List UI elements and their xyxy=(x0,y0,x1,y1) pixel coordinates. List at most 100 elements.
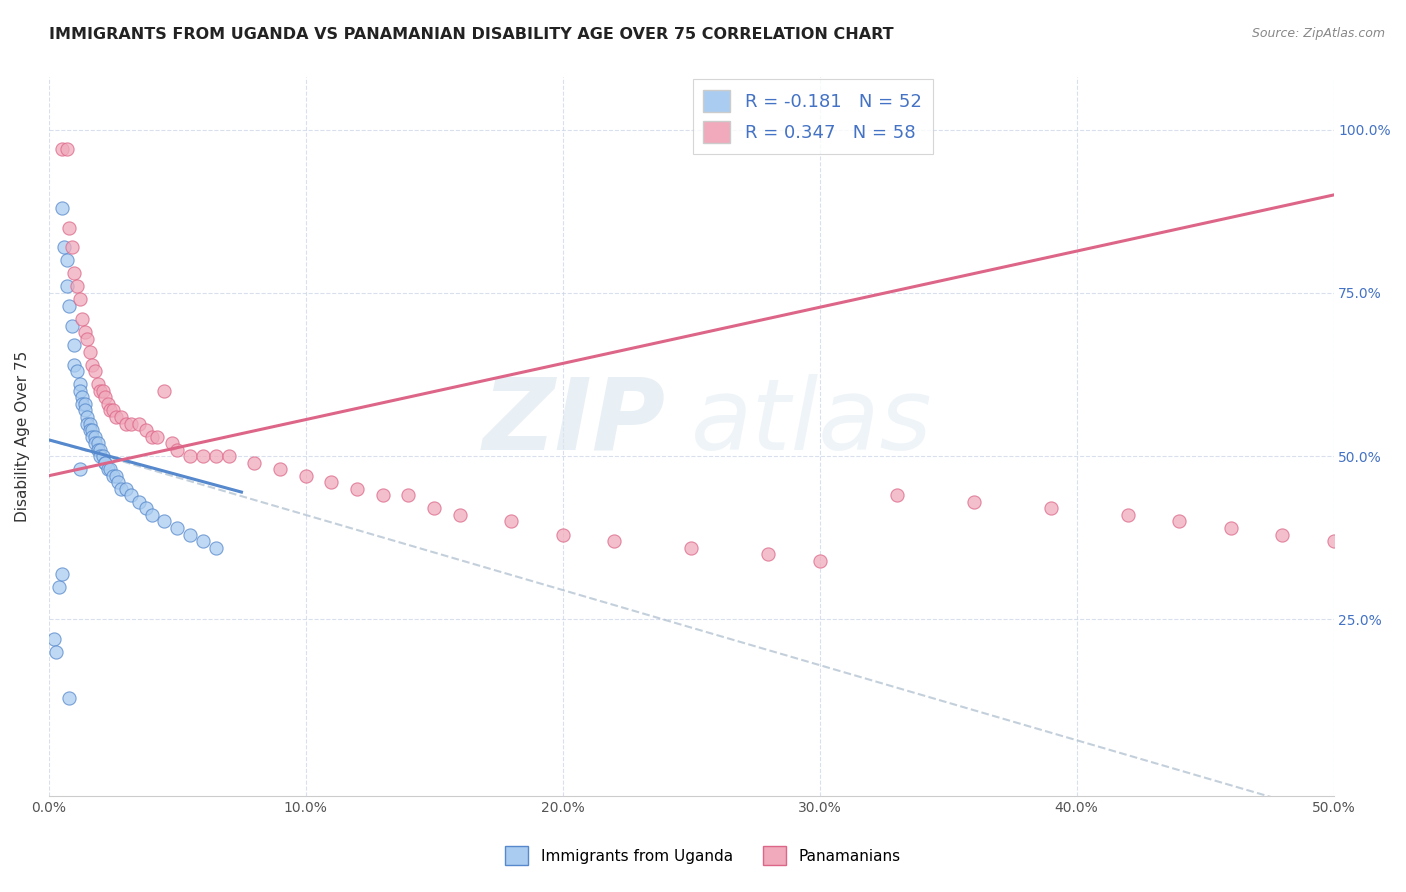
Point xyxy=(79,344,101,359)
Y-axis label: Disability Age Over 75: Disability Age Over 75 xyxy=(15,351,30,522)
Point xyxy=(179,527,201,541)
Point xyxy=(321,475,343,490)
Point xyxy=(1039,501,1062,516)
Point xyxy=(76,332,98,346)
Point xyxy=(120,488,142,502)
Point xyxy=(135,501,157,516)
Point xyxy=(48,580,70,594)
Point xyxy=(1271,527,1294,541)
Point xyxy=(449,508,471,522)
Point xyxy=(73,397,96,411)
Point xyxy=(84,429,107,443)
Point xyxy=(107,475,129,490)
Point xyxy=(166,442,188,457)
Point xyxy=(45,645,67,659)
Point xyxy=(58,690,80,705)
Point xyxy=(886,488,908,502)
Point xyxy=(89,384,111,398)
Point xyxy=(73,403,96,417)
Point xyxy=(160,436,183,450)
Point xyxy=(114,417,136,431)
Point xyxy=(141,508,163,522)
Point xyxy=(104,409,127,424)
Point xyxy=(681,541,703,555)
Point xyxy=(153,384,176,398)
Point xyxy=(94,456,117,470)
Point xyxy=(114,482,136,496)
Point xyxy=(141,429,163,443)
Point xyxy=(94,391,117,405)
Point xyxy=(89,442,111,457)
Point xyxy=(97,462,120,476)
Point xyxy=(60,318,83,333)
Point xyxy=(94,456,117,470)
Point xyxy=(1322,534,1344,549)
Point xyxy=(97,397,120,411)
Legend: R = -0.181   N = 52, R = 0.347   N = 58: R = -0.181 N = 52, R = 0.347 N = 58 xyxy=(693,79,932,154)
Point xyxy=(70,312,93,326)
Point xyxy=(191,449,214,463)
Point xyxy=(69,462,91,476)
Point xyxy=(70,397,93,411)
Legend: Immigrants from Uganda, Panamanians: Immigrants from Uganda, Panamanians xyxy=(499,840,907,871)
Point xyxy=(66,364,89,378)
Point xyxy=(63,358,86,372)
Point xyxy=(100,462,122,476)
Text: Source: ZipAtlas.com: Source: ZipAtlas.com xyxy=(1251,27,1385,40)
Point xyxy=(179,449,201,463)
Point xyxy=(66,279,89,293)
Point xyxy=(1219,521,1241,535)
Text: atlas: atlas xyxy=(692,374,932,471)
Point xyxy=(398,488,420,502)
Point xyxy=(101,468,124,483)
Point xyxy=(69,384,91,398)
Point xyxy=(42,632,65,646)
Point xyxy=(153,515,176,529)
Point xyxy=(63,338,86,352)
Point xyxy=(204,449,226,463)
Point xyxy=(1168,515,1191,529)
Point xyxy=(110,409,132,424)
Point xyxy=(756,547,779,561)
Point xyxy=(101,403,124,417)
Point xyxy=(294,468,316,483)
Point xyxy=(82,429,104,443)
Point xyxy=(371,488,394,502)
Point xyxy=(86,442,108,457)
Point xyxy=(89,449,111,463)
Point xyxy=(79,417,101,431)
Point xyxy=(55,253,77,268)
Point xyxy=(84,436,107,450)
Point xyxy=(82,358,104,372)
Point xyxy=(86,377,108,392)
Point xyxy=(104,468,127,483)
Point xyxy=(58,299,80,313)
Text: IMMIGRANTS FROM UGANDA VS PANAMANIAN DISABILITY AGE OVER 75 CORRELATION CHART: IMMIGRANTS FROM UGANDA VS PANAMANIAN DIS… xyxy=(49,27,894,42)
Point xyxy=(76,409,98,424)
Point xyxy=(82,423,104,437)
Point xyxy=(55,279,77,293)
Point xyxy=(120,417,142,431)
Point xyxy=(145,429,167,443)
Point xyxy=(91,384,114,398)
Point xyxy=(128,495,150,509)
Point xyxy=(423,501,446,516)
Point xyxy=(55,142,77,156)
Point xyxy=(191,534,214,549)
Point xyxy=(501,515,523,529)
Point xyxy=(51,142,73,156)
Point xyxy=(128,417,150,431)
Point xyxy=(808,554,831,568)
Point xyxy=(91,449,114,463)
Point xyxy=(218,449,240,463)
Point xyxy=(110,482,132,496)
Point xyxy=(135,423,157,437)
Point xyxy=(51,566,73,581)
Point xyxy=(204,541,226,555)
Point xyxy=(69,377,91,392)
Point xyxy=(60,240,83,254)
Point xyxy=(166,521,188,535)
Point xyxy=(269,462,291,476)
Text: ZIP: ZIP xyxy=(482,374,665,471)
Point xyxy=(86,436,108,450)
